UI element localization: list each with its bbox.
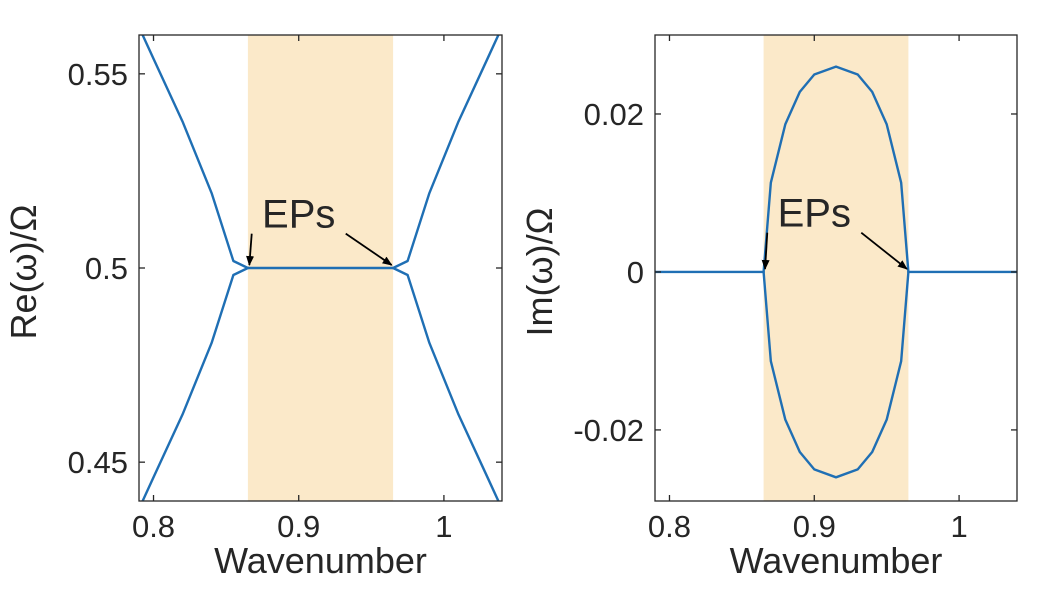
chart-0-annotation-label: EPs xyxy=(262,193,335,237)
chart-1-annotation-arrow xyxy=(860,232,908,270)
chart-0-xtick-label: 1 xyxy=(435,509,452,544)
chart-1-series-group xyxy=(655,65,1017,479)
im-omega-chart: 0.8 0.9 1 -0.02 0 0.02 Wavenumber Im(ω)/Ω EPs xyxy=(519,34,1018,581)
chart-1-ytick-label: 0 xyxy=(627,255,644,290)
chart-0-annotation-arrow xyxy=(246,233,255,266)
chart-1-series-line-2 xyxy=(762,65,910,274)
chart-1-shaded-region xyxy=(763,35,909,501)
chart-1-annotation-label: EPs xyxy=(778,192,851,236)
chart-1-annotation-arrow xyxy=(761,232,770,270)
chart-0-series-line-0 xyxy=(141,35,250,270)
chart-1-xlabel: Wavenumber xyxy=(730,540,943,581)
chart-0-series-group xyxy=(141,35,500,501)
chart-0-series-line-1 xyxy=(141,266,250,501)
chart-0-ytick-label: 0.5 xyxy=(85,251,128,286)
chart-1-ytick-label: -0.02 xyxy=(573,413,644,448)
chart-1-xtick-label: 1 xyxy=(950,509,967,544)
chart-1-series-line-3 xyxy=(762,270,910,479)
chart-0-series-line-3 xyxy=(391,35,500,270)
chart-0-annotation-arrow xyxy=(345,232,393,266)
chart-1-xtick-label: 0.8 xyxy=(648,509,691,544)
chart-0-xtick-label: 0.8 xyxy=(132,509,175,544)
re-omega-chart: 0.8 0.9 1 0.45 0.5 0.55 Wavenumber Re(ω)/Ω EPs xyxy=(3,34,503,581)
chart-1-ylabel: Im(ω)/Ω xyxy=(519,208,560,337)
chart-0-xtick-label: 0.9 xyxy=(277,509,320,544)
chart-1-ytick-label: 0.02 xyxy=(584,97,644,132)
chart-1-xtick-label: 0.9 xyxy=(793,509,836,544)
chart-0-series-line-4 xyxy=(391,266,500,501)
chart-0-xlabel: Wavenumber xyxy=(214,540,427,581)
chart-0-ytick-label: 0.45 xyxy=(68,445,128,480)
chart-1-axes-box xyxy=(654,34,1018,502)
chart-0-ylabel: Re(ω)/Ω xyxy=(3,204,44,339)
chart-0-ytick-label: 0.55 xyxy=(68,57,128,92)
